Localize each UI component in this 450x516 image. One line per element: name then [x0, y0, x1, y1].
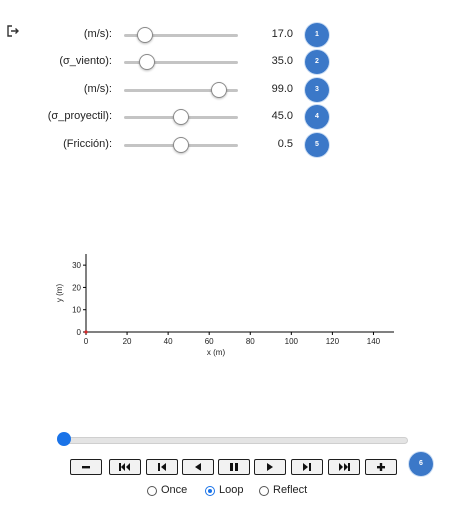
increase-speed-button[interactable] [365, 459, 397, 475]
pause-button[interactable] [218, 459, 250, 475]
slider-label: (m/s): [83, 83, 112, 95]
slider-row-projectile-sigma: (σ_proyectil): 45.0 4 [0, 105, 450, 129]
exit-icon[interactable] [6, 24, 20, 38]
slider-track[interactable] [124, 34, 238, 37]
step-badge: 4 [305, 105, 329, 129]
slider-label: (σ_viento): [59, 55, 112, 67]
radio-label: Reflect [273, 484, 308, 496]
radio-indicator[interactable] [205, 486, 215, 496]
slider-row-wind-sigma: (σ_viento): 35.0 2 [0, 50, 450, 74]
x-tick-label: 0 [84, 337, 89, 346]
slider-handle[interactable] [136, 27, 153, 43]
slider-handle[interactable] [210, 82, 227, 98]
plus-icon [377, 463, 385, 471]
x-tick-label: 120 [326, 337, 340, 346]
step-badge: 6 [409, 452, 433, 476]
slider-value: 99.0 [271, 83, 293, 95]
slider-row-wind-speed: (m/s): 17.0 1 [0, 23, 450, 47]
step-badge: 5 [305, 133, 329, 157]
trajectory-chart: 0 20 40 60 80 100 120 140 0 10 20 30 x (m) y (m) [55, 254, 394, 357]
play-reverse-icon [195, 463, 201, 471]
step-badge: 1 [305, 23, 329, 47]
slider-handle[interactable] [173, 137, 189, 153]
x-axis-label: x (m) [207, 348, 226, 357]
y-tick-label: 20 [72, 283, 81, 292]
y-tick-label: 30 [72, 261, 81, 270]
step-badge: 3 [305, 78, 329, 102]
slider-value: 0.5 [277, 138, 293, 150]
step-back-icon [158, 463, 166, 471]
first-frame-button[interactable] [109, 459, 141, 475]
radio-indicator[interactable] [147, 486, 157, 496]
decrease-speed-button[interactable] [70, 459, 102, 475]
slider-label: (m/s): [83, 28, 112, 40]
skip-to-start-icon [119, 463, 130, 471]
x-tick-label: 20 [123, 337, 132, 346]
slider-label: (σ_proyectil): [47, 110, 112, 122]
frame-slider-track[interactable] [64, 437, 408, 444]
slider-track[interactable] [124, 89, 238, 92]
slider-handle[interactable] [173, 109, 189, 125]
slider-track[interactable] [124, 61, 238, 64]
y-tick-label: 0 [77, 328, 82, 337]
radio-indicator[interactable] [259, 486, 269, 496]
loop-mode-group: Once Loop Reflect [0, 484, 450, 500]
minus-icon [82, 466, 90, 469]
data-point [84, 330, 88, 334]
y-axis-label: y (m) [55, 284, 64, 303]
slider-label: (Fricción): [63, 138, 112, 150]
slider-handle[interactable] [138, 54, 155, 70]
play-icon [267, 463, 273, 471]
x-tick-label: 100 [285, 337, 299, 346]
last-frame-button[interactable] [328, 459, 360, 475]
slider-value: 45.0 [271, 110, 293, 122]
play-reverse-button[interactable] [182, 459, 214, 475]
step-forward-icon [303, 463, 311, 471]
previous-frame-button[interactable] [146, 459, 178, 475]
pause-icon [230, 463, 238, 471]
x-tick-label: 80 [246, 337, 255, 346]
x-tick-label: 140 [367, 337, 381, 346]
slider-value: 17.0 [271, 28, 293, 40]
skip-to-end-icon [339, 463, 350, 471]
x-tick-label: 40 [164, 337, 173, 346]
next-frame-button[interactable] [291, 459, 323, 475]
x-tick-label: 60 [205, 337, 214, 346]
radio-label: Loop [219, 484, 244, 496]
slider-row-friction: (Fricción): 0.5 5 [0, 133, 450, 157]
play-button[interactable] [254, 459, 286, 475]
slider-value: 35.0 [271, 55, 293, 67]
y-tick-label: 10 [72, 306, 81, 315]
radio-label: Once [161, 484, 188, 496]
frame-slider-handle[interactable] [57, 432, 71, 446]
slider-row-projectile-speed: (m/s): 99.0 3 [0, 78, 450, 102]
step-badge: 2 [305, 50, 329, 74]
